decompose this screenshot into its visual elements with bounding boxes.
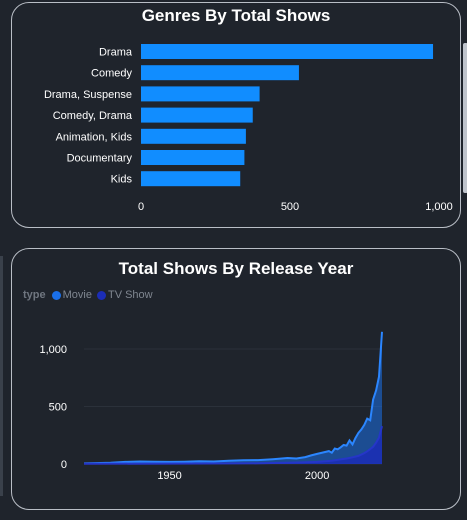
bar-animation-kids xyxy=(141,128,246,144)
y-tick-label: 1,000 xyxy=(39,344,67,356)
y-tick-label: 500 xyxy=(49,402,67,414)
genres-scrollbar[interactable] xyxy=(463,43,467,193)
years-chart-title: Total Shows By Release Year xyxy=(118,259,354,278)
line-tv-show xyxy=(83,425,383,465)
legend-label-movie: Movie xyxy=(62,289,92,301)
y-tick-label: 0 xyxy=(61,459,67,471)
legend-label-tv-show: TV Show xyxy=(107,289,153,301)
x-tick-label: 1,000 xyxy=(425,201,453,213)
bar-comedy-drama xyxy=(141,107,253,123)
left-panel-edge xyxy=(0,256,3,496)
years-area-chart: 0 500 1,000 1950 2000 xyxy=(39,331,383,482)
bar-drama xyxy=(141,44,434,59)
legend-marker-movie xyxy=(51,290,61,300)
genres-bar-chart: Drama Comedy Drama, Suspense Comedy, Drama A… xyxy=(44,44,453,213)
bar-drama-suspense xyxy=(141,86,260,102)
genres-chart-panel: Genres By Total Shows Drama Comedy Drama, … xyxy=(11,2,467,228)
genres-chart-title: Genres By Total Shows xyxy=(141,6,331,25)
bar-label-animation-kids: Animation, Kids xyxy=(56,131,133,143)
bar-label-drama-suspense: Drama, Suspense xyxy=(44,89,132,101)
bar-label-documentary: Documentary xyxy=(67,153,133,165)
years-legend: type Movie TV Show xyxy=(23,289,155,301)
legend-item-movie[interactable]: Movie xyxy=(51,289,92,301)
bar-label-comedy-drama: Comedy, Drama xyxy=(53,110,133,122)
x-tick-label: 1950 xyxy=(157,470,181,482)
x-tick-label: 500 xyxy=(281,201,299,213)
x-tick-label: 2000 xyxy=(305,470,329,482)
bar-documentary xyxy=(141,150,245,165)
legend-item-tv-show[interactable]: TV Show xyxy=(96,289,153,301)
bar-kids xyxy=(141,171,241,187)
area-tv-show xyxy=(84,426,382,464)
x-tick-label: 0 xyxy=(138,201,144,213)
area-movie xyxy=(84,331,382,464)
legend-marker-tv-show xyxy=(96,290,106,300)
line-movie xyxy=(83,331,383,465)
bar-comedy xyxy=(141,65,299,81)
bar-label-comedy: Comedy xyxy=(91,68,132,80)
legend-title: type xyxy=(23,289,46,301)
years-chart-panel: Total Shows By Release Year 0 500 1,000 195… xyxy=(11,248,461,510)
genres-scrollbar-thumb[interactable] xyxy=(463,43,467,193)
bar-label-kids: Kids xyxy=(111,174,133,186)
bar-label-drama: Drama xyxy=(99,47,133,59)
